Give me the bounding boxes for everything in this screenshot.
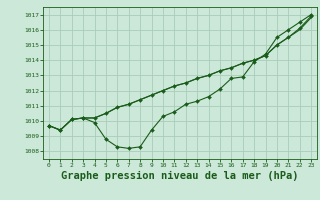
X-axis label: Graphe pression niveau de la mer (hPa): Graphe pression niveau de la mer (hPa)	[61, 171, 299, 181]
